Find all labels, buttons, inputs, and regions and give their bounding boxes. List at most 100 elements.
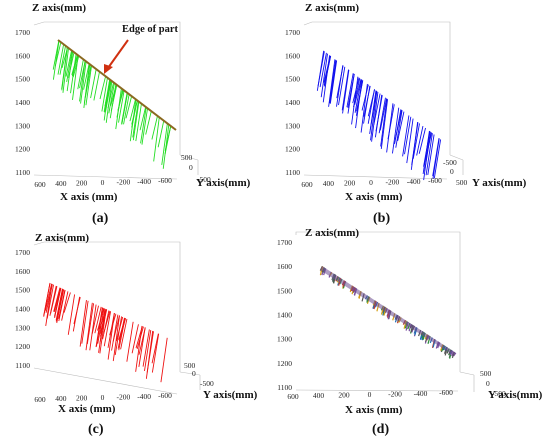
y-tick-label: 0 bbox=[450, 167, 454, 176]
point-cloud-scan-line bbox=[151, 115, 158, 140]
x-tick-label: 400 bbox=[55, 179, 67, 188]
point-cloud-scan-line bbox=[123, 94, 130, 125]
point-cloud-scan-line bbox=[110, 84, 117, 106]
point-cloud-scan-line bbox=[406, 118, 414, 164]
point-cloud-scan-line bbox=[62, 47, 69, 93]
point-cloud-scan-line bbox=[121, 92, 128, 125]
point-cloud-scan-line bbox=[79, 299, 87, 347]
point-cloud-scan-line bbox=[146, 331, 154, 373]
point-cloud-scan-line bbox=[118, 90, 125, 123]
point-cloud-scan-line bbox=[57, 44, 65, 75]
plot-box-edge bbox=[179, 371, 201, 376]
z-tick-label: 1600 bbox=[15, 51, 30, 60]
x-tick-label: 0 bbox=[101, 178, 105, 187]
point-cloud-scan-line bbox=[103, 311, 112, 347]
z-tick-label: 1500 bbox=[285, 75, 300, 84]
point-cloud-scan-line bbox=[323, 56, 332, 87]
point-cloud-scan-line bbox=[363, 85, 371, 117]
point-cloud-scan-line bbox=[84, 65, 92, 98]
point-cloud-scan-line bbox=[432, 138, 440, 179]
point-cloud-scan-line bbox=[145, 111, 152, 135]
x-tick-label: 200 bbox=[76, 394, 88, 403]
point-cloud-scan-line bbox=[108, 82, 115, 114]
x-tick-label: 0 bbox=[101, 393, 105, 402]
y-tick-label: 0 bbox=[189, 163, 193, 172]
y-axis-label: Y axis(mm) bbox=[488, 389, 543, 401]
panel-caption: (a) bbox=[92, 211, 109, 226]
point-cloud-scan-line bbox=[356, 80, 364, 112]
point-cloud-scan-line bbox=[347, 73, 355, 114]
point-cloud-scan-line bbox=[45, 283, 53, 327]
plot-box-edge bbox=[449, 154, 464, 161]
point-cloud-scan-line bbox=[80, 61, 87, 104]
point-cloud-scan-line bbox=[72, 296, 81, 332]
point-cloud-scan-line bbox=[59, 45, 67, 75]
point-cloud-scan-line bbox=[91, 305, 99, 334]
panel-4: Z axis(mm) 1700 1600 1500 1400 1300 1200 110060… bbox=[277, 227, 543, 437]
x-tick-label: -400 bbox=[137, 392, 151, 401]
y-tick-label: 0 bbox=[486, 379, 490, 388]
z-axis-label: Z axis(mm) bbox=[305, 2, 359, 14]
point-cloud-scan-line bbox=[83, 63, 90, 90]
point-cloud-scan-line bbox=[151, 333, 159, 364]
z-tick-label: 1700 bbox=[15, 248, 30, 257]
y-tick-label: 500 bbox=[480, 369, 492, 378]
x-tick-label: 200 bbox=[344, 179, 356, 188]
point-cloud-scan-line bbox=[99, 76, 107, 100]
point-cloud-scan-line bbox=[79, 60, 86, 89]
point-cloud-scan-line bbox=[320, 53, 328, 98]
point-cloud-scan-line bbox=[71, 55, 79, 77]
point-cloud-scan-line bbox=[105, 80, 112, 112]
plot-box-floor bbox=[303, 174, 448, 180]
point-cloud-scan-line bbox=[427, 134, 435, 176]
point-cloud-scan-line bbox=[114, 316, 122, 356]
z-tick-label: 1200 bbox=[277, 359, 292, 368]
point-cloud-scan-line bbox=[112, 315, 121, 362]
annotation-arrowhead bbox=[104, 64, 113, 74]
x-tick-label: -400 bbox=[137, 177, 151, 186]
point-cloud-scan-line bbox=[367, 89, 376, 117]
point-cloud-scan-line bbox=[433, 139, 442, 179]
point-cloud-scan-line bbox=[111, 314, 119, 351]
x-tick-label: -200 bbox=[116, 177, 130, 186]
point-cloud-scan-line bbox=[353, 78, 361, 108]
x-tick-label: -400 bbox=[407, 177, 421, 186]
point-cloud-scan-line bbox=[346, 73, 354, 108]
point-cloud-scan-line bbox=[52, 40, 60, 80]
point-cloud-scan-line bbox=[379, 98, 388, 131]
point-cloud-scan-line bbox=[160, 337, 168, 383]
point-cloud-scan-line bbox=[418, 127, 426, 154]
point-cloud-scan-line bbox=[94, 306, 102, 334]
x-tick-label: -600 bbox=[428, 176, 442, 185]
y-tick-label: -500 bbox=[200, 379, 214, 388]
z-tick-label: 1300 bbox=[15, 323, 30, 332]
point-cloud-scan-line bbox=[144, 330, 152, 371]
point-cloud-scan-line bbox=[129, 99, 137, 142]
y-axis-label: Y axis(mm) bbox=[203, 389, 258, 401]
point-cloud-scan-line bbox=[99, 309, 107, 354]
x-tick-label: 600 bbox=[287, 392, 299, 401]
point-cloud-scan-line bbox=[95, 307, 103, 348]
point-cloud bbox=[319, 265, 457, 359]
point-cloud-scan-line bbox=[425, 133, 433, 176]
point-cloud-scan-line bbox=[411, 122, 419, 166]
x-tick-label: 400 bbox=[323, 179, 335, 188]
annotation-arrow bbox=[107, 39, 129, 69]
point-cloud-scan-line bbox=[66, 51, 74, 92]
z-tick-label: 1500 bbox=[277, 286, 292, 295]
point-cloud-scan-line bbox=[402, 115, 410, 157]
y-tick-label: 500 bbox=[456, 178, 468, 187]
z-tick-label: 1400 bbox=[285, 98, 300, 107]
plot-box-floor bbox=[295, 389, 459, 392]
point-cloud-scan-line bbox=[136, 326, 144, 350]
point-cloud-scan-line bbox=[375, 95, 383, 132]
z-tick-label: 1600 bbox=[15, 267, 30, 276]
point-cloud-scan-line bbox=[397, 111, 405, 141]
point-cloud-scan-line bbox=[370, 91, 378, 141]
z-tick-label: 1100 bbox=[15, 361, 30, 370]
x-tick-label: -600 bbox=[158, 176, 172, 185]
plot-box-edge bbox=[179, 154, 199, 161]
point-cloud-scan-line bbox=[423, 131, 431, 181]
x-tick-label: 200 bbox=[338, 391, 350, 400]
point-cloud-scan-line bbox=[105, 81, 113, 123]
